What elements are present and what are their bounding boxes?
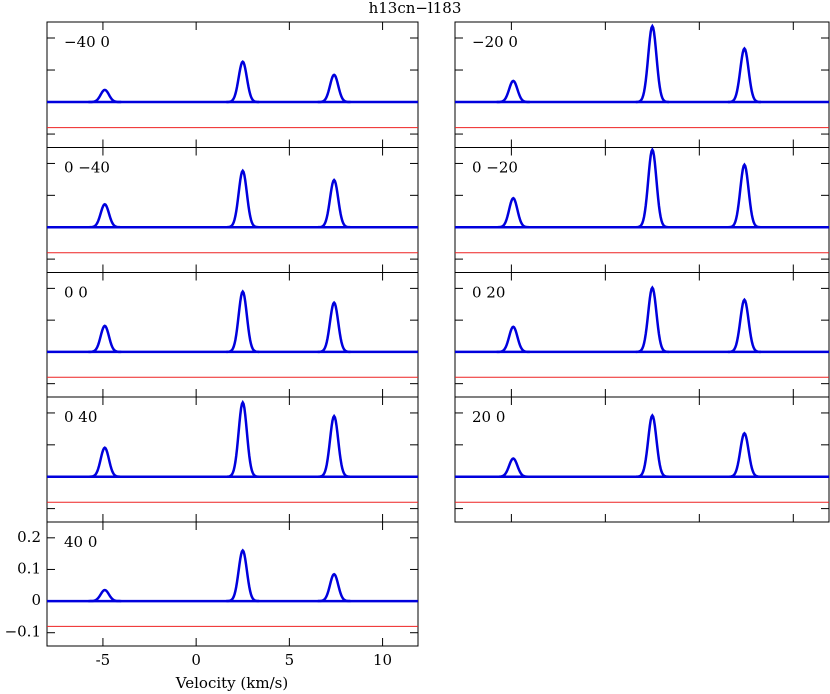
panel-label: −40 0 [64,33,110,51]
fit-peak [635,147,669,229]
fit-peak [496,79,530,104]
y-tick-label: −0.1 [5,623,41,641]
fit-peak [727,162,762,229]
fit-peak [88,588,122,603]
fit-peak [226,289,260,354]
fit-peak [88,202,122,229]
fit-peak [635,413,669,478]
fit-peak [496,457,530,478]
fit-peak [317,300,351,354]
fit-peak [727,46,762,104]
panel-label: 0 40 [64,408,97,426]
panel-label: −20 0 [472,33,518,51]
fit-peak [496,196,530,229]
panel-frame [46,521,419,647]
panel-label: 0 −40 [64,159,110,177]
panel-label: 0 0 [64,284,88,302]
panel-frame [46,272,419,398]
panel-frame [46,396,419,523]
chart-title: h13cn−l183 [369,0,462,17]
panel-label: 0 20 [472,284,505,302]
fit-peak [226,168,260,229]
y-tick-label: 0.1 [17,559,41,577]
x-tick-label: 10 [373,651,392,669]
fit-peak [88,88,122,104]
fit-peak [226,399,260,478]
fit-peak [496,325,530,354]
x-tick-label: -5 [96,651,111,669]
fit-peak [317,413,351,478]
fit-peak [226,59,260,104]
fit-peak [317,73,351,104]
fit-peak [88,324,122,354]
fit-peak [226,548,260,603]
x-tick-label: 0 [191,651,201,669]
fit-peak [317,572,351,603]
x-tick-label: 5 [285,651,295,669]
panel-label: 40 0 [64,533,97,551]
fit-peak [317,178,351,229]
fit-peak [88,446,122,478]
panel-frame [454,272,830,398]
panel-frame [454,396,830,523]
y-tick-label: 0 [31,591,41,609]
y-tick-label: 0.2 [17,528,41,546]
fit-peak [727,297,762,354]
panel-label: 0 −20 [472,159,518,177]
fit-peak [635,23,669,104]
fit-peak [727,431,761,478]
x-axis-label: Velocity (km/s) [175,674,288,692]
fit-peak [635,285,669,354]
panel-label: 20 0 [472,408,505,426]
